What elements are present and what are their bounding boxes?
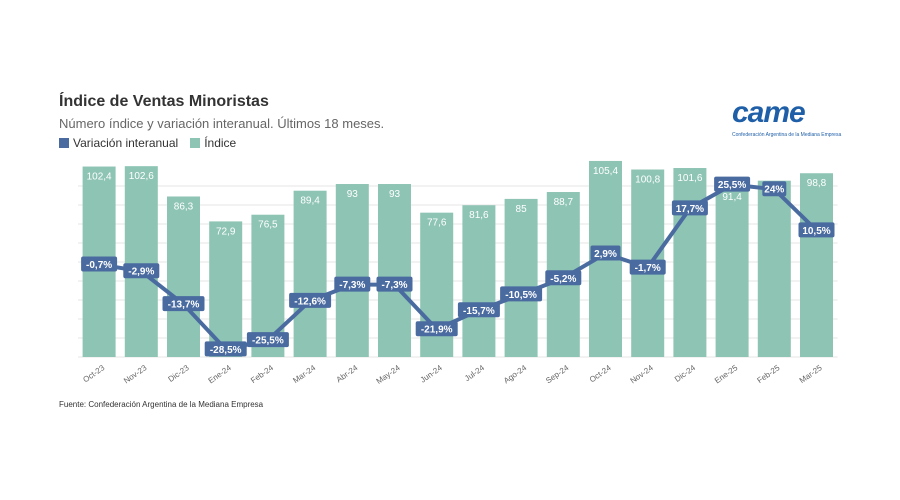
yoy-value-label: 2,9%: [594, 249, 617, 260]
came-logo: came Confederación Argentina de la Media…: [732, 96, 842, 142]
bar-value-label: 105,4: [593, 166, 618, 177]
chart-title: Índice de Ventas Minoristas: [59, 93, 269, 110]
yoy-label-bg: [590, 245, 621, 261]
yoy-label-bg: [671, 200, 708, 216]
bar: [378, 184, 411, 357]
bar-value-label: 98,8: [807, 178, 827, 189]
bar: [167, 196, 200, 357]
bar: [715, 186, 749, 357]
bar-value-label: 76,5: [258, 220, 278, 231]
x-tick-label: Dic-23: [167, 363, 192, 384]
x-tick-label: Nov-23: [122, 363, 149, 385]
x-tick-label: Dic-24: [673, 363, 698, 384]
legend-item-line: Variación interanual: [59, 136, 178, 150]
bar: [504, 198, 538, 357]
bar: [800, 173, 833, 357]
x-tick-label: May-24: [375, 363, 402, 386]
logo-wordmark: came: [732, 96, 806, 129]
bar: [462, 205, 496, 357]
x-tick-label: Abr-24: [335, 363, 360, 384]
yoy-label-bg: [798, 222, 835, 238]
bar-value-label: 101,6: [677, 173, 702, 184]
x-tick-label: Ago-24: [502, 363, 529, 385]
bar: [757, 180, 791, 357]
bar-value-label: 93: [347, 189, 359, 200]
yoy-value-label: 17,7%: [676, 204, 704, 215]
yoy-label-bg: [81, 256, 118, 272]
x-tick-label: Mar-25: [798, 363, 824, 385]
x-tick-label: Feb-25: [756, 363, 782, 385]
x-tick-label: Nov-24: [629, 363, 656, 385]
x-tick-label: Sep-24: [544, 363, 571, 385]
yoy-label-bg: [162, 296, 205, 312]
yoy-label-bg: [289, 292, 332, 308]
source-note: Fuente: Confederación Argentina de la Me…: [59, 400, 264, 409]
yoy-value-label: -12,6%: [294, 296, 326, 307]
yoy-label-bg: [123, 263, 160, 279]
yoy-label-bg: [714, 176, 751, 192]
bar: [673, 168, 707, 357]
yoy-value-label: -5,2%: [550, 274, 576, 285]
bar-value-label: 91,4: [722, 192, 742, 203]
bar-value-label: 89,4: [300, 196, 320, 207]
bar-value-label: 85: [516, 204, 528, 215]
legend-item-bar: Índice: [190, 136, 236, 150]
legend-label-line: Variación interanual: [73, 136, 179, 150]
legend-swatch-line: [59, 138, 69, 148]
yoy-value-label: 24%: [764, 185, 784, 196]
yoy-value-label: -0,7%: [86, 260, 112, 271]
bar: [335, 184, 369, 357]
yoy-label-bg: [762, 181, 787, 197]
yoy-value-label: 10,5%: [802, 226, 830, 237]
x-tick-label: Mar-24: [291, 363, 317, 385]
yoy-value-label: -21,9%: [421, 325, 453, 336]
yoy-value-label: 25,5%: [718, 180, 746, 191]
bar-value-label: 86,3: [174, 201, 194, 212]
yoy-line: [97, 182, 819, 352]
yoy-value-label: -7,3%: [381, 280, 407, 291]
yoy-value-label: -7,3%: [339, 280, 365, 291]
bar-value-label: 100,8: [635, 175, 660, 186]
legend-swatch-bar: [190, 138, 201, 148]
yoy-value-label: -1,7%: [635, 263, 661, 274]
x-tick-label: Ene-24: [207, 363, 234, 385]
logo-tagline: Confederación Argentina de la Mediana Em…: [732, 132, 842, 138]
yoy-value-label: -2,9%: [128, 267, 154, 278]
bar-value-label: 88,7: [554, 197, 574, 208]
bar-value-label: 77,6: [427, 218, 447, 229]
yoy-value-label: -13,7%: [168, 300, 200, 311]
bar: [293, 190, 327, 357]
yoy-label-bg: [500, 286, 543, 302]
yoy-value-label: -10,5%: [505, 290, 537, 301]
bar-value-label: 102,6: [129, 171, 154, 182]
yoy-value-label: -25,5%: [252, 336, 284, 347]
bar: [124, 166, 158, 357]
x-tick-label: Oct-24: [588, 363, 613, 384]
yoy-label-bg: [334, 276, 371, 292]
x-tick-label: Jul-24: [463, 363, 486, 383]
legend: Variación interanual Índice: [59, 136, 236, 150]
x-tick-label: Ene-25: [713, 363, 740, 385]
x-tick-label: Feb-24: [249, 363, 275, 385]
yoy-label-bg: [246, 332, 289, 348]
bar-value-label: 102,4: [87, 172, 112, 183]
x-tick-label: Oct-23: [81, 363, 106, 384]
x-tick-label: Jun-24: [419, 363, 445, 385]
yoy-label-bg: [629, 259, 666, 275]
yoy-label-bg: [415, 321, 458, 337]
chart-subtitle: Número índice y variación interanual. Úl…: [59, 116, 385, 131]
yoy-label-bg: [457, 302, 500, 318]
yoy-value-label: -15,7%: [463, 306, 495, 317]
bar-value-label: 81,6: [469, 210, 489, 221]
bar-value-label: 72,9: [216, 226, 236, 237]
yoy-label-bg: [545, 270, 582, 286]
yoy-label-bg: [376, 276, 413, 292]
legend-label-bar: Índice: [204, 136, 237, 150]
bar: [209, 221, 243, 357]
bar-value-label: 93: [389, 189, 401, 200]
yoy-value-label: -28,5%: [210, 345, 242, 356]
yoy-label-bg: [204, 341, 247, 357]
